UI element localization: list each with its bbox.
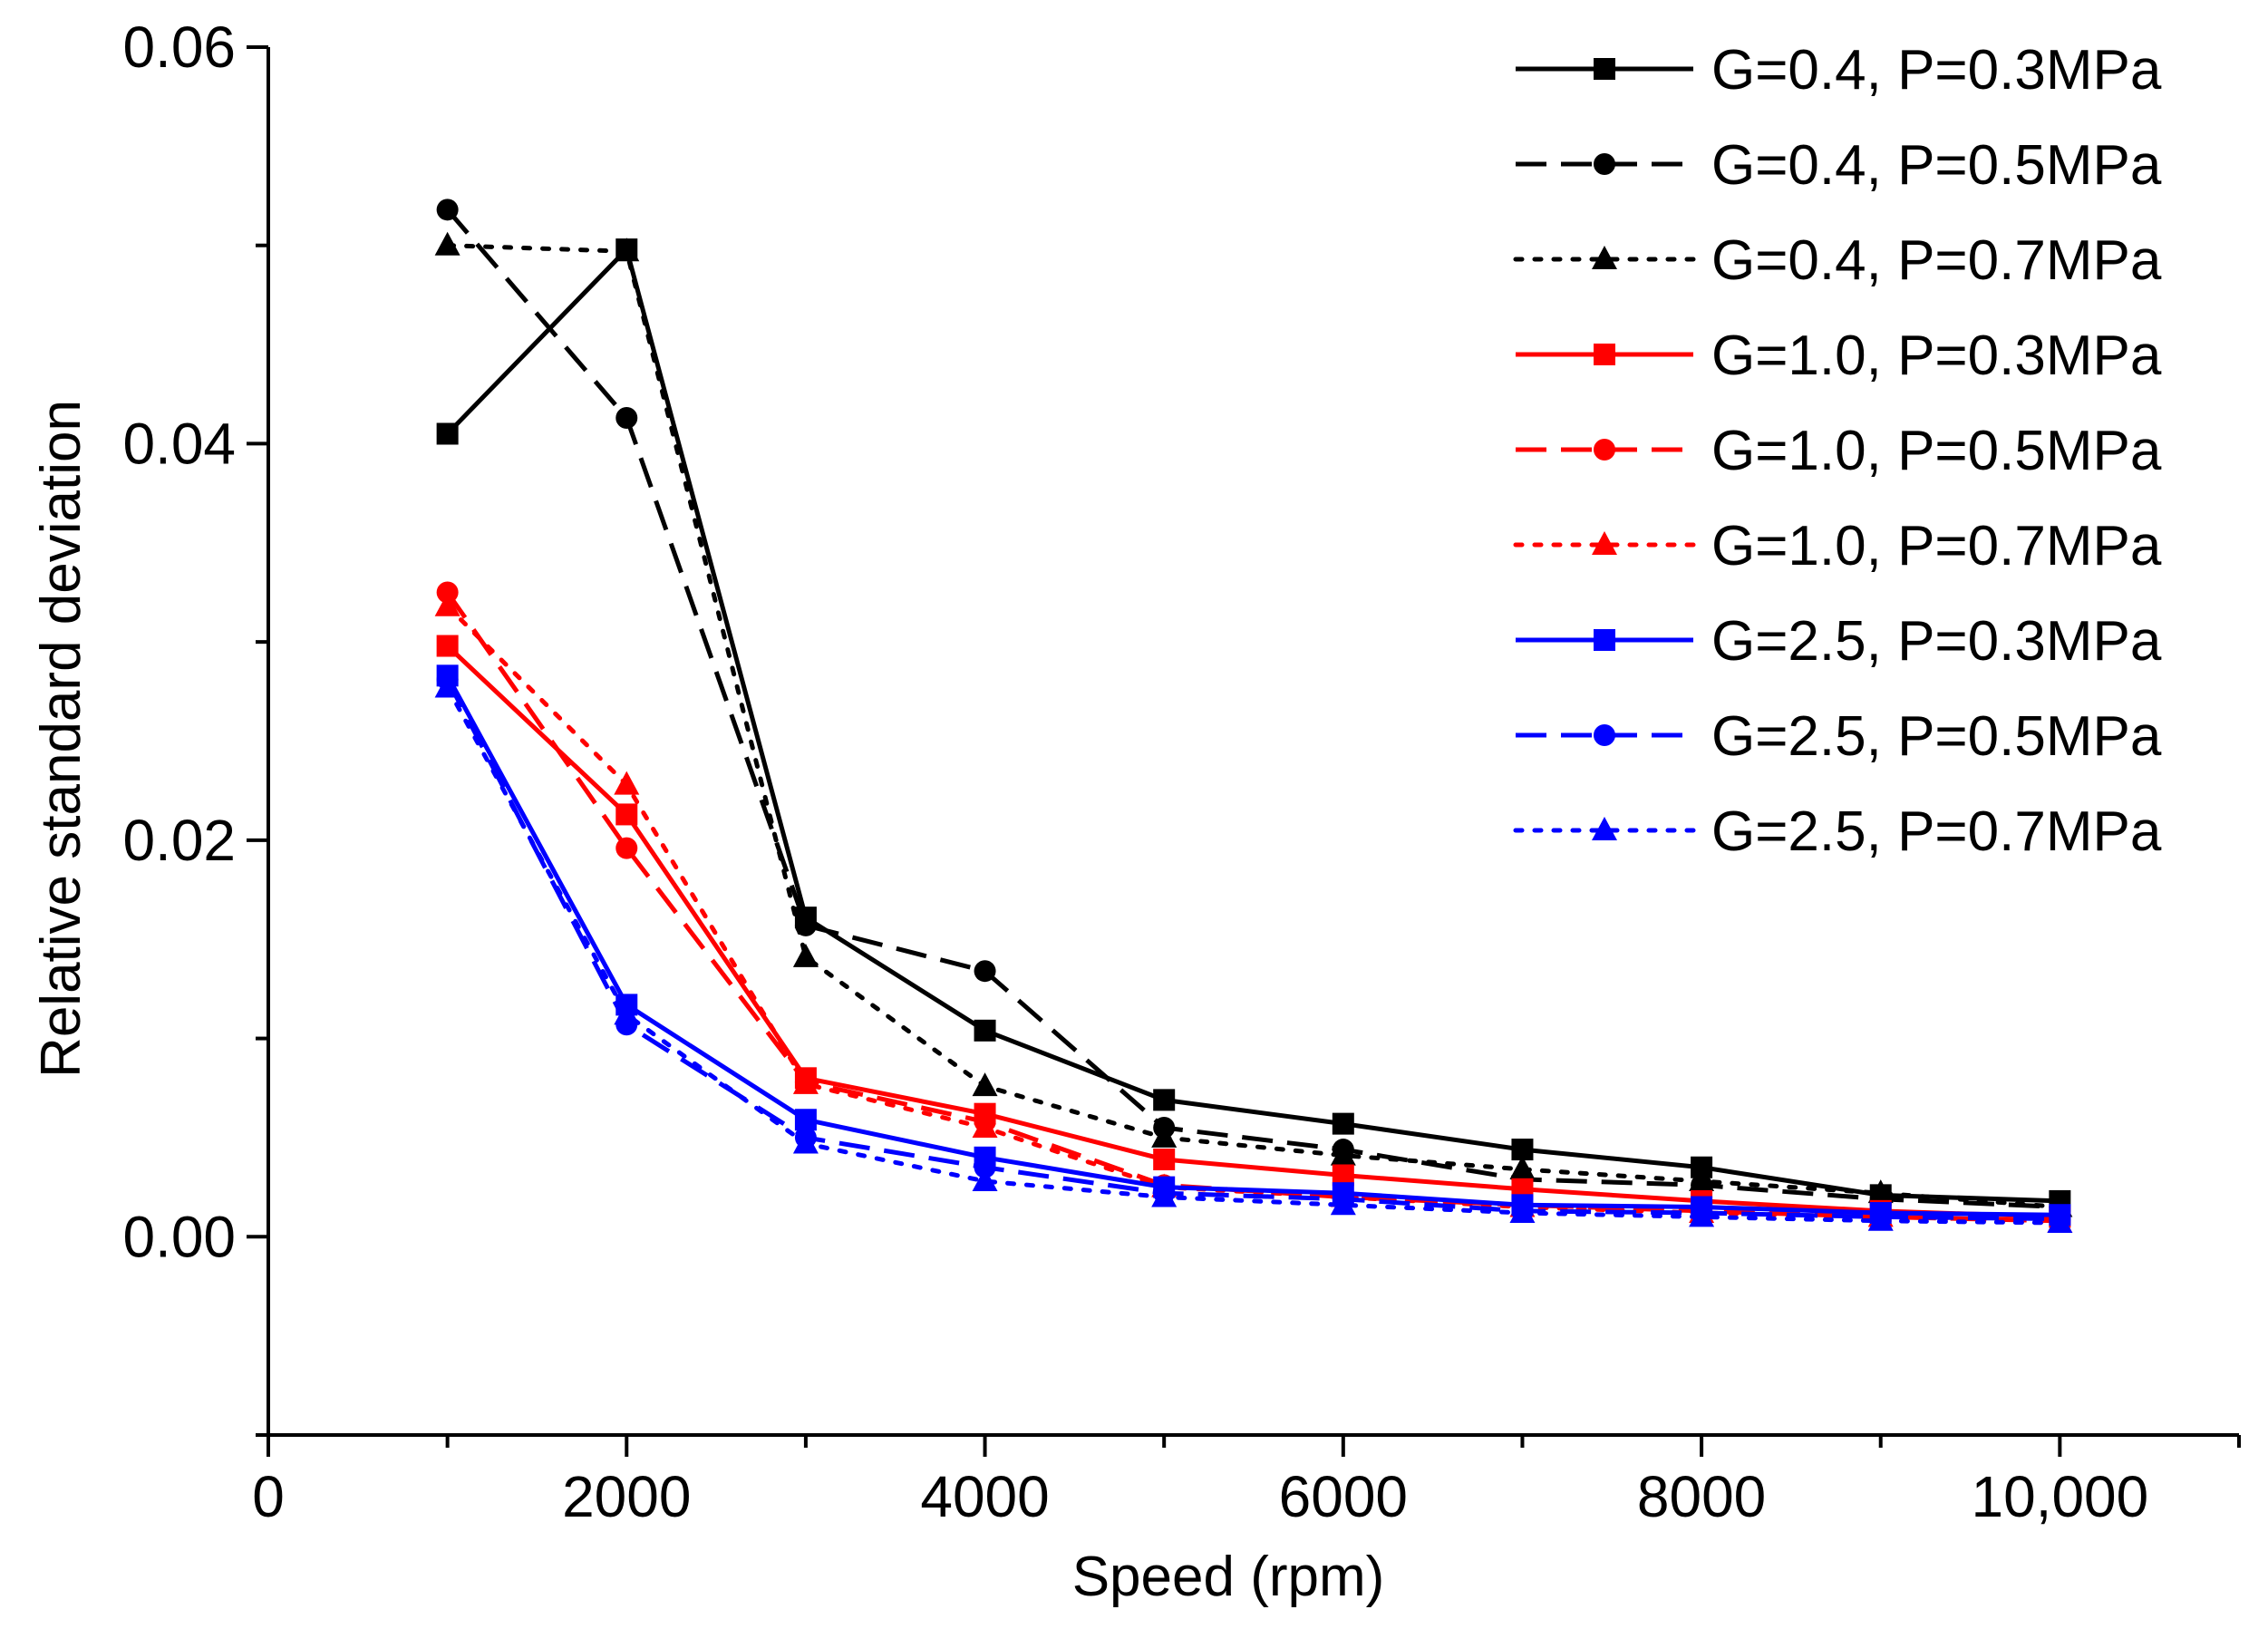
legend-marker xyxy=(1592,817,1617,840)
legend-label: G=0.4, P=0.7MPa xyxy=(1711,229,2162,292)
legend-label: G=2.5, P=0.5MPa xyxy=(1711,705,2162,768)
x-tick-label: 8000 xyxy=(1637,1464,1766,1529)
series-line xyxy=(445,684,2062,1226)
legend-label: G=2.5, P=0.3MPa xyxy=(1711,610,2162,673)
data-point xyxy=(1151,1183,1178,1207)
data-point xyxy=(1330,1141,1356,1166)
data-point xyxy=(1689,1168,1715,1192)
legend-marker xyxy=(1594,153,1615,175)
legend-entry-4: G=1.0, P=0.3MPa xyxy=(1516,325,2162,387)
series-line xyxy=(445,247,2060,1204)
legend-entry-2: G=0.4, P=0.5MPa xyxy=(1516,134,2162,197)
legend: G=0.4, P=0.3MPa G=0.4, P=0.5MPa G=0.4, P=0… xyxy=(1513,39,2162,863)
legend-entry-9: G=2.5, P=0.7MPa xyxy=(1513,800,2162,863)
data-point xyxy=(2047,1208,2073,1233)
series-line xyxy=(445,208,2060,1209)
legend-label: G=0.4, P=0.5MPa xyxy=(1711,134,2162,197)
series-3 xyxy=(434,231,2073,1217)
legend-label: G=2.5, P=0.7MPa xyxy=(1711,800,2162,863)
legend-entry-3: G=0.4, P=0.7MPa xyxy=(1513,229,2162,292)
legend-label: G=1.0, P=0.5MPa xyxy=(1711,420,2162,482)
series-line xyxy=(445,678,2060,1222)
y-tick-label: 0.00 xyxy=(122,1204,236,1269)
legend-entry-1: G=0.4, P=0.3MPa xyxy=(1516,39,2162,102)
data-point xyxy=(792,943,819,967)
legend-label: G=1.0, P=0.3MPa xyxy=(1711,325,2162,387)
data-point xyxy=(615,837,638,859)
data-point xyxy=(614,771,640,795)
data-point xyxy=(434,231,460,256)
legend-entry-6: G=1.0, P=0.7MPa xyxy=(1513,515,2162,577)
legend-entry-8: G=2.5, P=0.5MPa xyxy=(1516,705,2162,768)
y-tick-label: 0.04 xyxy=(122,411,236,476)
data-point xyxy=(1689,1203,1715,1227)
x-tick-label: 6000 xyxy=(1279,1464,1408,1529)
legend-marker xyxy=(1594,629,1615,651)
data-point xyxy=(436,422,459,445)
data-point xyxy=(436,635,459,657)
legend-marker xyxy=(1594,344,1615,365)
data-point xyxy=(614,1001,640,1025)
axes-layer: 0.00 0.02 0.04 0.06 0 2000 4000 6000 8000 10,000 xyxy=(122,15,2241,1529)
data-point xyxy=(792,1070,819,1094)
data-point xyxy=(1153,1089,1176,1111)
data-point xyxy=(615,803,638,826)
data-point xyxy=(974,1156,996,1178)
data-point xyxy=(974,1019,996,1042)
legend-marker xyxy=(1594,58,1615,80)
data-point xyxy=(436,581,459,604)
data-point xyxy=(1509,1155,1536,1179)
data-point xyxy=(974,960,996,983)
legend-marker xyxy=(1594,439,1615,461)
series-line xyxy=(445,674,2060,1217)
data-point xyxy=(436,199,459,221)
y-tick-label: 0.02 xyxy=(122,808,236,873)
legend-entry-5: G=1.0, P=0.5MPa xyxy=(1516,420,2162,482)
data-point xyxy=(972,1113,998,1138)
legend-marker xyxy=(1594,724,1615,746)
data-point xyxy=(1151,1123,1178,1148)
legend-entry-7: G=2.5, P=0.3MPa xyxy=(1516,610,2162,673)
x-tick-label: 10,000 xyxy=(1971,1464,2148,1529)
data-point xyxy=(1330,1191,1356,1216)
y-tick-label: 0.06 xyxy=(122,15,236,80)
data-point xyxy=(1332,1112,1354,1135)
x-tick-label: 4000 xyxy=(920,1464,1049,1529)
x-tick-label: 0 xyxy=(252,1464,285,1529)
data-point xyxy=(1867,1207,1894,1231)
data-point xyxy=(434,674,460,698)
legend-marker xyxy=(1592,531,1617,555)
y-axis-title: Relative standard deviation xyxy=(30,400,92,1078)
data-point xyxy=(1153,1148,1176,1170)
data-point xyxy=(434,592,460,616)
x-tick-label: 2000 xyxy=(562,1464,691,1529)
series-layer xyxy=(434,199,2073,1233)
legend-label: G=0.4, P=0.3MPa xyxy=(1711,39,2162,102)
legend-label: G=1.0, P=0.7MPa xyxy=(1711,515,2162,577)
data-point xyxy=(614,238,640,262)
data-point xyxy=(792,1130,819,1154)
data-point xyxy=(972,1168,998,1192)
series-line xyxy=(445,644,2060,1219)
series-9 xyxy=(434,674,2073,1233)
data-point xyxy=(615,406,638,429)
legend-marker xyxy=(1592,246,1617,269)
x-axis-title: Speed (rpm) xyxy=(1072,1546,1385,1608)
series-line xyxy=(445,243,2062,1209)
data-point xyxy=(1867,1179,1894,1204)
data-point xyxy=(972,1072,998,1097)
data-point xyxy=(1509,1199,1536,1224)
